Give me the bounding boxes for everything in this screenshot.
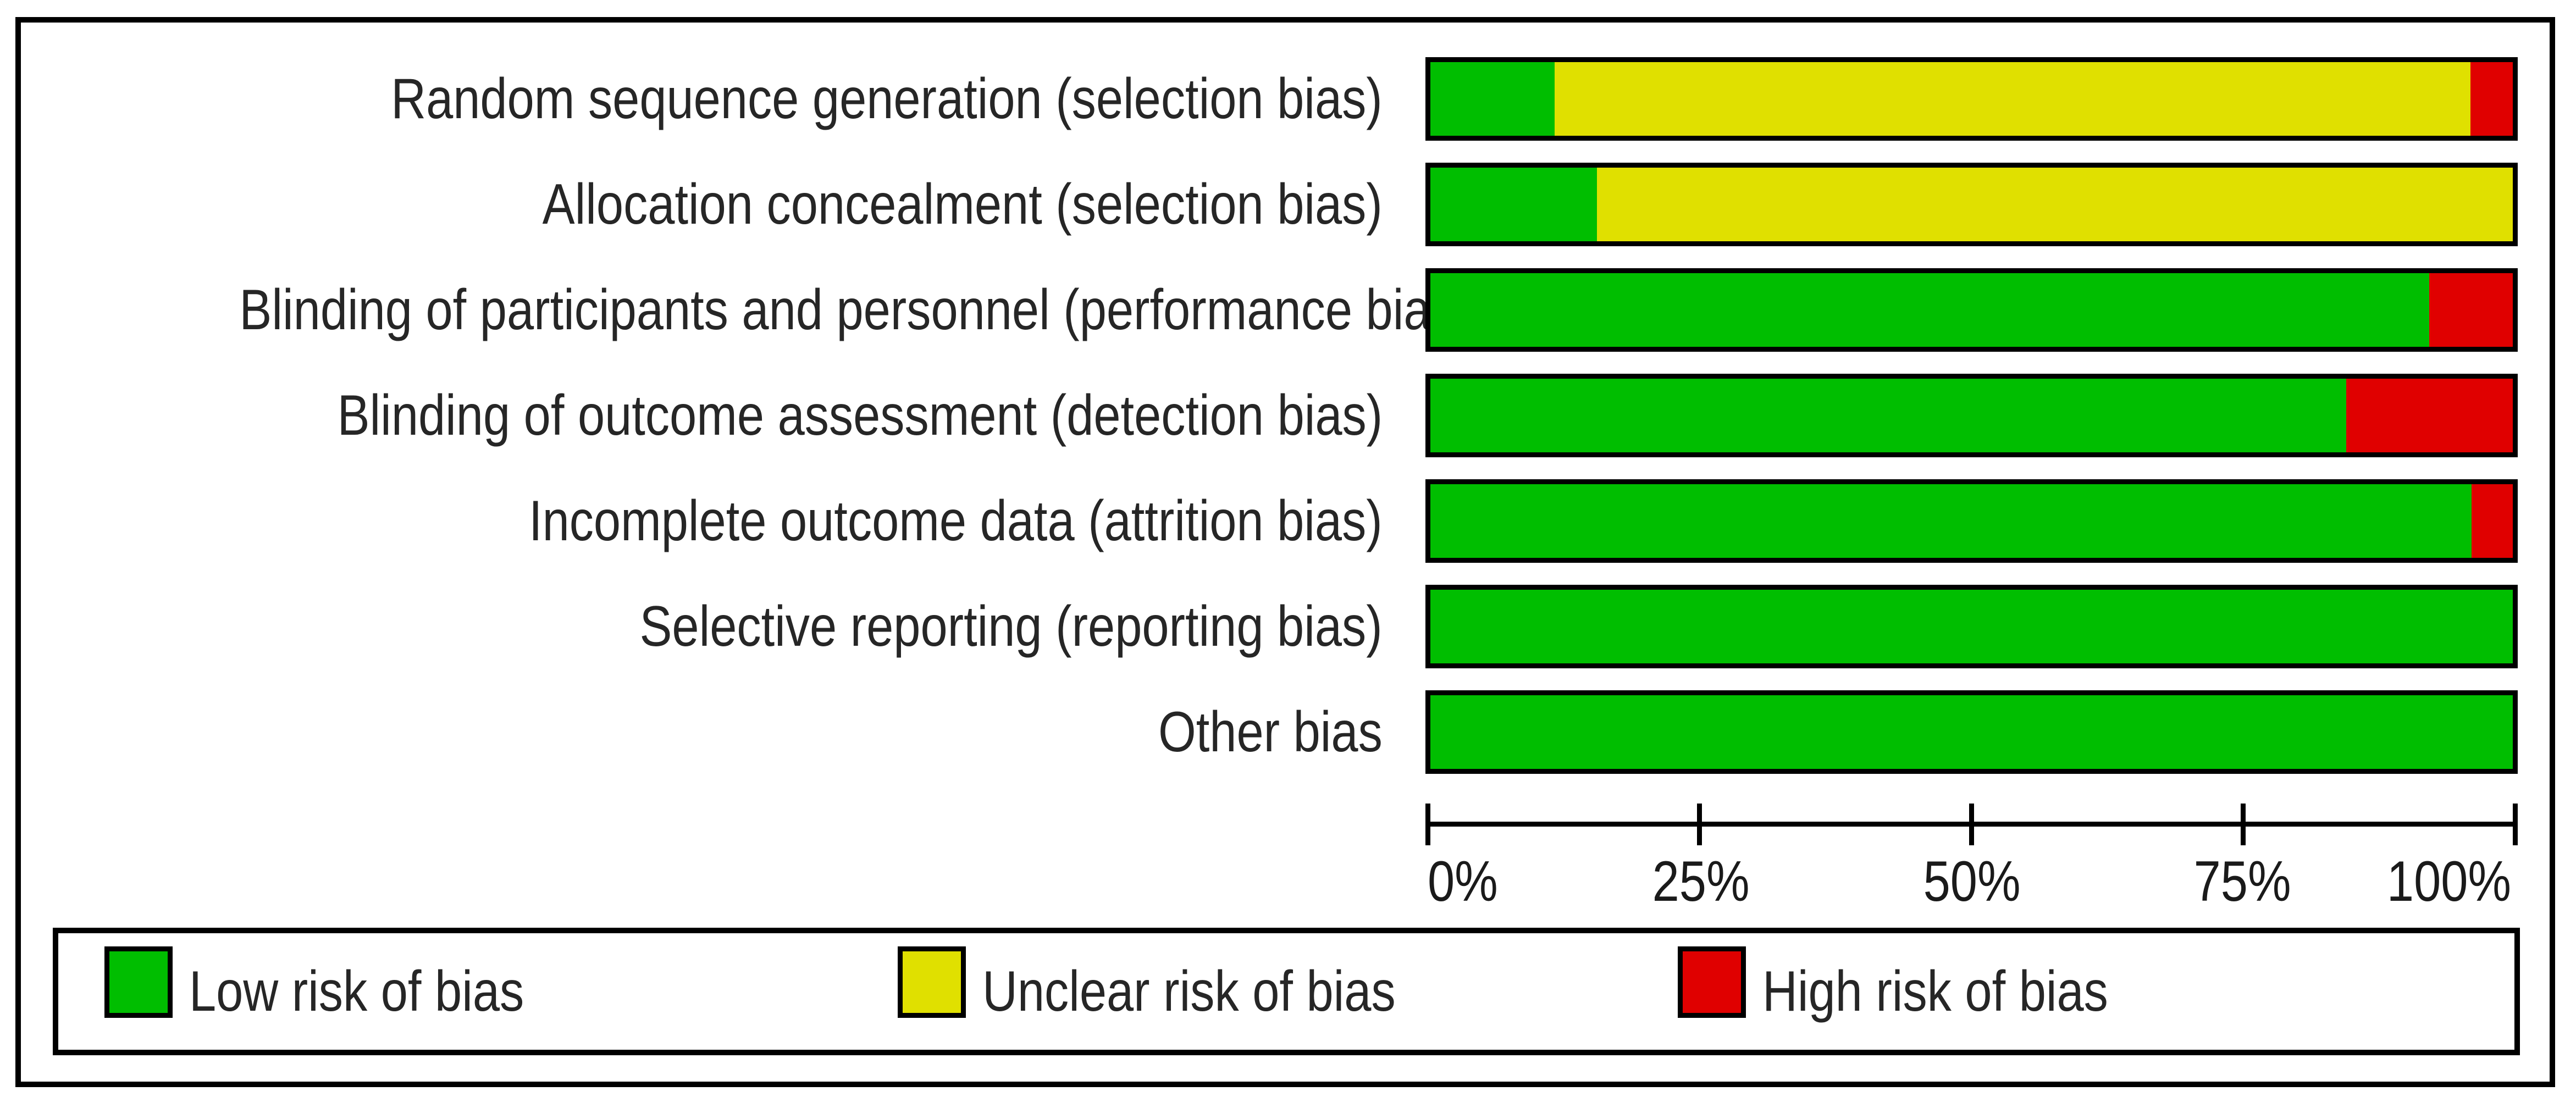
stacked-bar xyxy=(1425,690,2518,774)
tick-label-25: 25% xyxy=(1652,850,1750,913)
stacked-bar xyxy=(1425,479,2518,563)
axis-tick-0 xyxy=(1425,804,1430,845)
bar-segment-high xyxy=(2472,484,2513,558)
bar-row: Random sequence generation (selection bi… xyxy=(0,57,2576,141)
bar-segment-low xyxy=(1430,62,1555,136)
axis-tick-25 xyxy=(1697,804,1702,845)
legend-label: Low risk of bias xyxy=(189,960,524,1023)
legend-label: High risk of bias xyxy=(1762,960,2108,1023)
legend-label: Unclear risk of bias xyxy=(982,960,1396,1023)
legend-swatch-low xyxy=(104,946,173,1018)
row-label: Blinding of outcome assessment (detectio… xyxy=(337,384,1383,447)
bar-segment-unclear xyxy=(1555,62,2471,136)
bar-segment-low xyxy=(1430,695,2513,769)
bar-segment-unclear xyxy=(1597,168,2513,241)
stacked-bar xyxy=(1425,163,2518,246)
row-label: Allocation concealment (selection bias) xyxy=(542,173,1383,236)
bar-row: Blinding of participants and personnel (… xyxy=(0,268,2576,352)
stacked-bar xyxy=(1425,585,2518,668)
axis-tick-50 xyxy=(1969,804,1974,845)
stacked-bar xyxy=(1425,57,2518,141)
bar-row: Allocation concealment (selection bias) xyxy=(0,163,2576,246)
bar-segment-low xyxy=(1430,484,2472,558)
row-label: Blinding of participants and personnel (… xyxy=(239,278,1472,342)
bar-segment-high xyxy=(2346,379,2513,452)
row-label: Other bias xyxy=(1158,700,1383,764)
stacked-bar xyxy=(1425,374,2518,457)
tick-label-75: 75% xyxy=(2193,850,2291,913)
bar-segment-high xyxy=(2470,62,2513,136)
legend-box xyxy=(53,928,2520,1055)
row-label: Incomplete outcome data (attrition bias) xyxy=(529,489,1383,553)
bar-segment-low xyxy=(1430,379,2346,452)
bar-row: Other bias xyxy=(0,690,2576,774)
stacked-bar xyxy=(1425,268,2518,352)
legend-swatch-high xyxy=(1678,946,1746,1018)
tick-label-0: 0% xyxy=(1428,850,1498,913)
tick-label-100: 100% xyxy=(2386,850,2511,913)
bar-row: Selective reporting (reporting bias) xyxy=(0,585,2576,668)
axis-tick-100 xyxy=(2513,804,2518,845)
bar-segment-high xyxy=(2429,273,2513,347)
row-label: Random sequence generation (selection bi… xyxy=(391,67,1383,131)
bar-row: Incomplete outcome data (attrition bias) xyxy=(0,479,2576,563)
bar-segment-low xyxy=(1430,168,1597,241)
bar-segment-low xyxy=(1430,590,2513,663)
figure-frame xyxy=(15,17,2555,1087)
legend-swatch-unclear xyxy=(898,946,966,1018)
axis-tick-75 xyxy=(2241,804,2246,845)
tick-label-50: 50% xyxy=(1923,850,2021,913)
row-label: Selective reporting (reporting bias) xyxy=(639,595,1383,658)
bar-row: Blinding of outcome assessment (detectio… xyxy=(0,374,2576,457)
bar-segment-low xyxy=(1430,273,2430,347)
